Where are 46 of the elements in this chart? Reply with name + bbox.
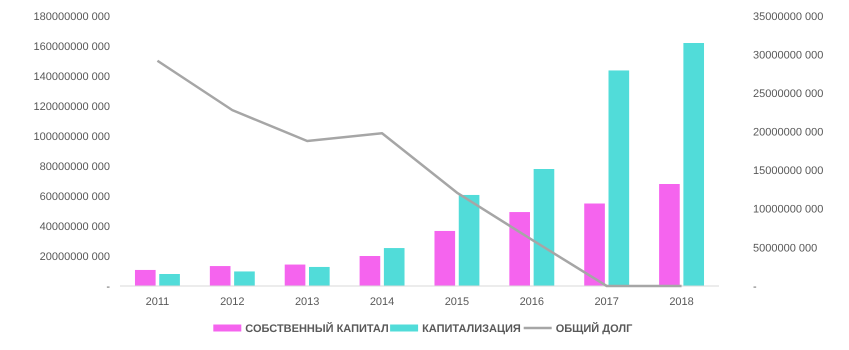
bar	[234, 271, 255, 286]
bar	[534, 169, 554, 286]
bar	[683, 43, 704, 286]
y-tick-label: 20000000 000	[40, 250, 110, 263]
bar	[210, 266, 230, 286]
bar	[659, 184, 680, 286]
x-tick-label: 2012	[220, 296, 245, 308]
bar	[309, 266, 330, 286]
line-series	[156, 59, 683, 288]
y2-tick-label: 20000000 000	[753, 126, 824, 139]
y2-tick-label: 35000000 000	[753, 10, 824, 23]
x-tick-label: 2013	[294, 296, 320, 308]
legend-label: КАПИТАЛИЗАЦИЯ	[422, 322, 521, 335]
bar	[134, 270, 156, 286]
y-tick-label: 40000000 000	[40, 220, 110, 233]
bar	[608, 70, 630, 286]
y-tick-label: 60000000 000	[40, 190, 110, 203]
x-tick-label: 2014	[370, 296, 394, 308]
legend-label: ОБЩИЙ ДОЛГ	[556, 322, 634, 335]
x-tick-label: 2018	[669, 296, 694, 308]
bar	[584, 204, 605, 286]
x-tick-label: 2015	[444, 296, 470, 308]
y2-tick-label: 30000000 000	[753, 49, 824, 62]
x-tick-label: 2016	[520, 296, 544, 308]
bar	[458, 194, 480, 286]
legend-label: СОБСТВЕННЫЙ КАПИТАЛ	[245, 322, 389, 335]
y2-tick-label: 25000000 000	[753, 88, 824, 100]
y2-tick-label: 5000000 000	[753, 242, 818, 254]
bar	[284, 264, 306, 286]
bar	[360, 256, 380, 286]
y-tick-label: 160000000 000	[34, 40, 110, 53]
bar	[509, 212, 530, 286]
y2-tick-label: 15000000 000	[753, 165, 824, 178]
y2-tick-label: 10000000 000	[753, 204, 824, 216]
bar	[384, 248, 405, 286]
y2-tick-label: -	[753, 280, 757, 293]
y-tick-label: 140000000 000	[34, 70, 110, 83]
bar	[159, 274, 180, 286]
y-tick-label: 80000000 000	[40, 160, 110, 173]
y-tick-label: 100000000 000	[34, 130, 110, 143]
y-tick-label: 120000000 000	[34, 100, 110, 113]
x-tick-label: 2017	[594, 296, 619, 308]
y-tick-label: 180000000 000	[34, 10, 110, 23]
y-tick-label: -	[106, 280, 110, 293]
x-tick-label: 2011	[146, 296, 170, 308]
bar	[434, 230, 456, 286]
